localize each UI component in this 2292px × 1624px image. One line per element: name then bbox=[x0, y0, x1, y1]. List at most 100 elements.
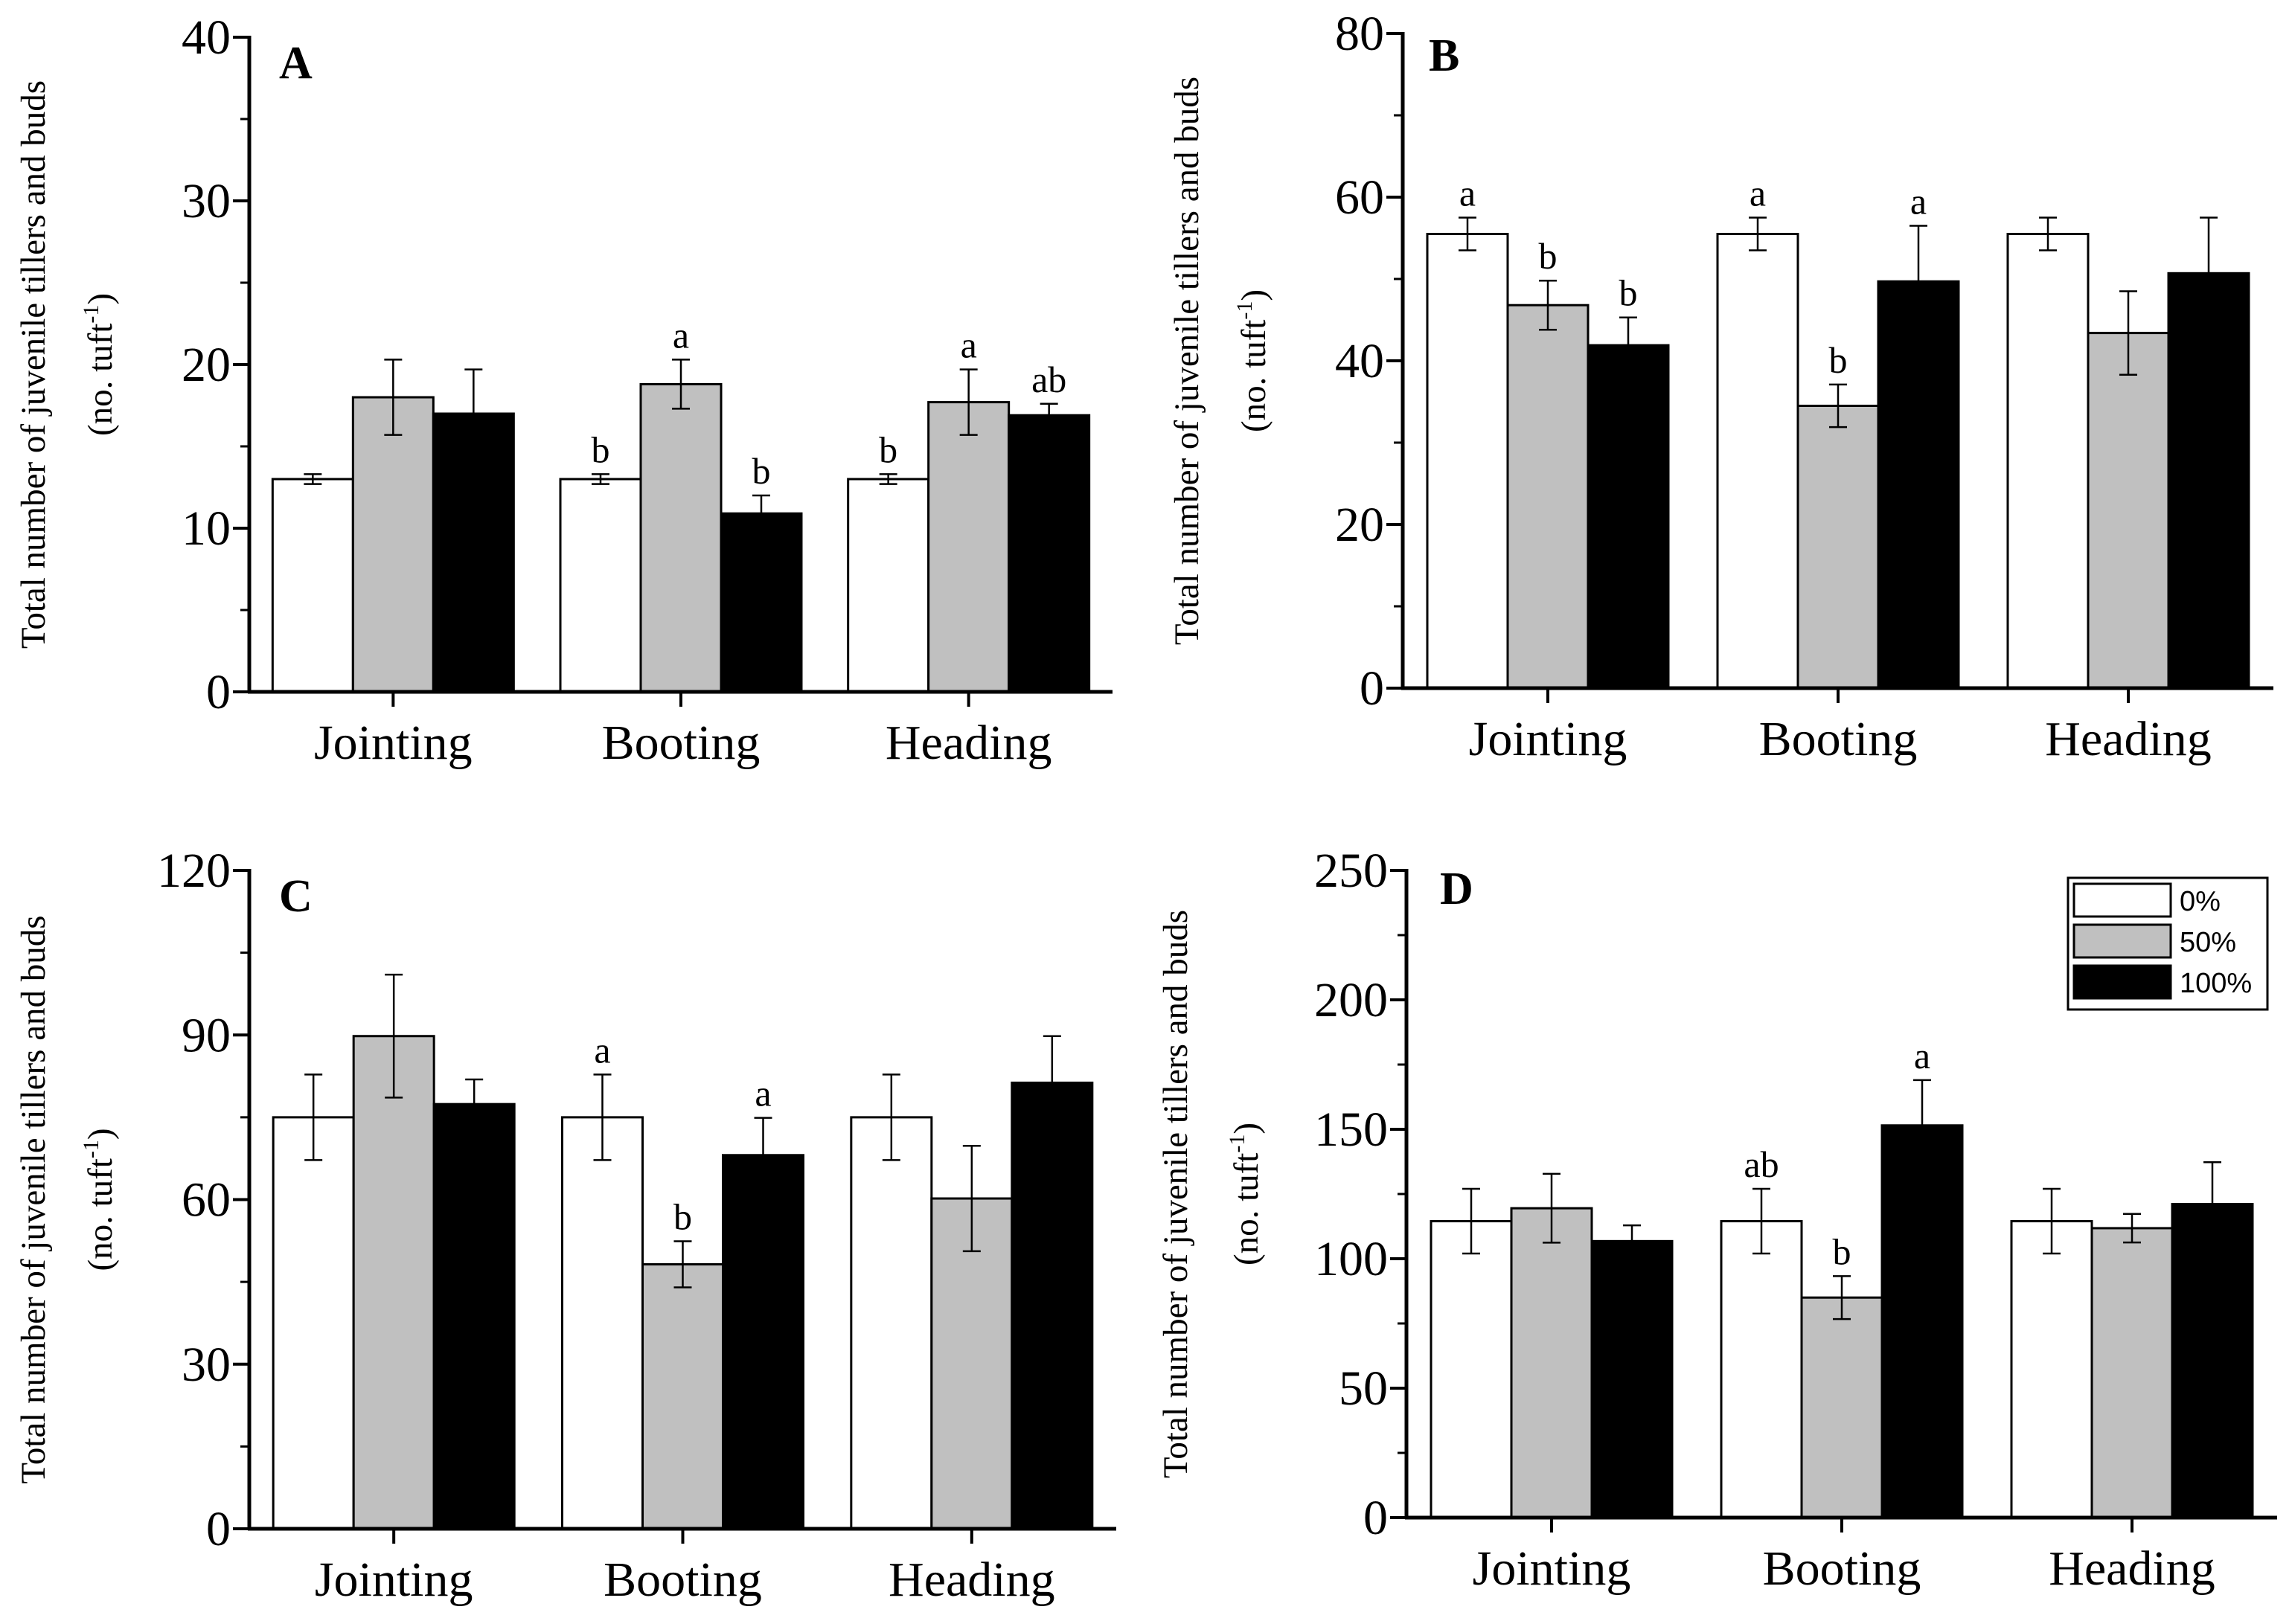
significance-label: ab bbox=[1744, 1143, 1779, 1185]
significance-label: a bbox=[1910, 181, 1927, 222]
y-axis-unit-label: (no. tuft-1) bbox=[1225, 1123, 1266, 1265]
x-tick-label-heading: Heading bbox=[2049, 1541, 2215, 1596]
significance-label: a bbox=[594, 1029, 610, 1071]
x-tick-label-jointing: Jointing bbox=[1473, 1541, 1631, 1596]
significance-label: b bbox=[673, 1196, 692, 1238]
y-tick-label: 90 bbox=[182, 1008, 231, 1062]
significance-label: a bbox=[961, 324, 977, 366]
bar-b-jointing-0pct bbox=[1426, 233, 1509, 690]
x-tick-label-booting: Booting bbox=[604, 1553, 762, 1607]
bar-c-jointing-100pct bbox=[432, 1103, 516, 1530]
bar-a-heading-100pct bbox=[1008, 414, 1091, 693]
y-tick-label: 60 bbox=[1335, 170, 1384, 225]
panel-d: Jointing ab b a Booting Heading 0 50 100 150 200 25… bbox=[1156, 844, 2277, 1596]
significance-label: b bbox=[1833, 1230, 1851, 1272]
x-tick-label-booting: Booting bbox=[1763, 1541, 1921, 1596]
unit-text: (no. tuft bbox=[81, 324, 120, 436]
legend-swatch bbox=[2072, 964, 2172, 1000]
y-tick-label: 0 bbox=[206, 1502, 231, 1556]
bar-a-jointing-50pct bbox=[351, 396, 435, 693]
legend-label: 50% bbox=[2180, 927, 2236, 958]
bar-b-heading-100pct bbox=[2167, 272, 2250, 690]
bar-c-booting-50pct bbox=[641, 1263, 724, 1530]
bar-c-booting-0pct bbox=[561, 1116, 644, 1530]
unit-text: (no. tuft bbox=[1235, 320, 1273, 432]
y-tick-label: 40 bbox=[1335, 334, 1384, 388]
bar-d-booting-0pct bbox=[1720, 1220, 1803, 1519]
bar-c-jointing-50pct bbox=[352, 1035, 435, 1530]
bar-b-heading-50pct bbox=[2087, 332, 2170, 690]
bar-b-jointing-50pct bbox=[1506, 304, 1590, 690]
bar-c-booting-100pct bbox=[722, 1154, 804, 1530]
bar-a-heading-0pct bbox=[847, 478, 930, 693]
bar-d-heading-50pct bbox=[2090, 1227, 2174, 1519]
x-tick-label-heading: Heading bbox=[889, 1553, 1055, 1607]
bar-d-jointing-50pct bbox=[1510, 1207, 1593, 1519]
significance-label: b bbox=[592, 429, 610, 470]
y-tick-label: 80 bbox=[1335, 7, 1384, 61]
unit-superscript: -1 bbox=[1232, 301, 1257, 320]
y-axis-label: Total number of juvenile tillers and bud… bbox=[1156, 910, 1195, 1478]
y-tick-label: 0 bbox=[1360, 661, 1384, 716]
bar-d-jointing-0pct bbox=[1430, 1220, 1513, 1519]
y-axis-unit-label: (no. tuft-1) bbox=[79, 1128, 120, 1271]
unit-close: ) bbox=[1227, 1123, 1266, 1134]
significance-label: a bbox=[673, 314, 689, 356]
x-tick-label-booting: Booting bbox=[602, 716, 761, 770]
unit-text: (no. tuft bbox=[81, 1158, 120, 1271]
unit-superscript: -1 bbox=[1225, 1134, 1249, 1153]
bar-a-booting-100pct bbox=[720, 512, 803, 693]
y-tick-label: 50 bbox=[1339, 1361, 1388, 1416]
significance-label: a bbox=[1750, 173, 1766, 214]
bar-b-booting-50pct bbox=[1796, 405, 1880, 690]
y-tick-label: 40 bbox=[182, 10, 231, 65]
y-tick-label: 60 bbox=[182, 1173, 231, 1227]
bar-c-jointing-0pct bbox=[272, 1116, 355, 1530]
significance-label: b bbox=[1619, 272, 1638, 314]
panel-b: a b b Jointing a b a Booting Heading 0 20 40 60 80 B To… bbox=[1168, 7, 2273, 766]
bar-a-heading-50pct bbox=[927, 401, 1011, 693]
significance-label: a bbox=[1459, 173, 1476, 214]
bar-b-jointing-100pct bbox=[1587, 344, 1670, 690]
y-tick-label: 10 bbox=[182, 501, 231, 556]
unit-text: (no. tuft bbox=[1227, 1153, 1266, 1265]
bar-d-booting-100pct bbox=[1880, 1124, 1964, 1519]
significance-label: a bbox=[1914, 1035, 1930, 1076]
panel-title: C bbox=[279, 871, 313, 922]
y-axis-label: Total number of juvenile tillers and bud… bbox=[1168, 77, 1206, 645]
panel-title: A bbox=[279, 38, 313, 89]
bar-d-heading-0pct bbox=[2010, 1220, 2093, 1519]
bar-c-heading-50pct bbox=[930, 1197, 1014, 1530]
y-tick-label: 20 bbox=[1335, 498, 1384, 552]
panel-title: D bbox=[1440, 864, 1473, 914]
y-axis-unit-label: (no. tuft-1) bbox=[79, 293, 120, 436]
y-tick-label: 100 bbox=[1314, 1232, 1388, 1286]
significance-label: ab bbox=[1031, 359, 1066, 400]
bar-a-booting-0pct bbox=[559, 478, 642, 693]
y-tick-label: 150 bbox=[1314, 1103, 1388, 1157]
legend-label: 100% bbox=[2180, 968, 2252, 999]
panel-c: Jointing a b a Booting Heading 0 30 60 90 120 C Tota… bbox=[14, 844, 1116, 1607]
legend-swatch bbox=[2072, 882, 2172, 918]
y-tick-label: 30 bbox=[182, 174, 231, 228]
unit-close: ) bbox=[1235, 289, 1273, 301]
significance-label: b bbox=[1539, 235, 1558, 277]
x-tick-label-jointing: Jointing bbox=[1469, 712, 1627, 766]
bar-a-booting-50pct bbox=[639, 382, 723, 693]
legend-swatch bbox=[2072, 923, 2172, 959]
y-axis-unit-label: (no. tuft-1) bbox=[1232, 289, 1273, 432]
y-tick-label: 250 bbox=[1314, 844, 1388, 898]
y-tick-label: 30 bbox=[182, 1338, 231, 1392]
unit-superscript: -1 bbox=[79, 1140, 103, 1158]
x-tick-label-jointing: Jointing bbox=[315, 1553, 473, 1607]
y-axis-label: Total number of juvenile tillers and bud… bbox=[14, 915, 53, 1483]
bar-b-booting-100pct bbox=[1877, 280, 1960, 690]
unit-close: ) bbox=[81, 293, 120, 305]
y-axis-label: Total number of juvenile tillers and bud… bbox=[14, 80, 53, 649]
significance-label: a bbox=[755, 1073, 771, 1114]
bar-d-booting-50pct bbox=[1800, 1296, 1883, 1519]
significance-label: b bbox=[1829, 339, 1848, 381]
x-tick-label-heading: Heading bbox=[886, 716, 1052, 770]
